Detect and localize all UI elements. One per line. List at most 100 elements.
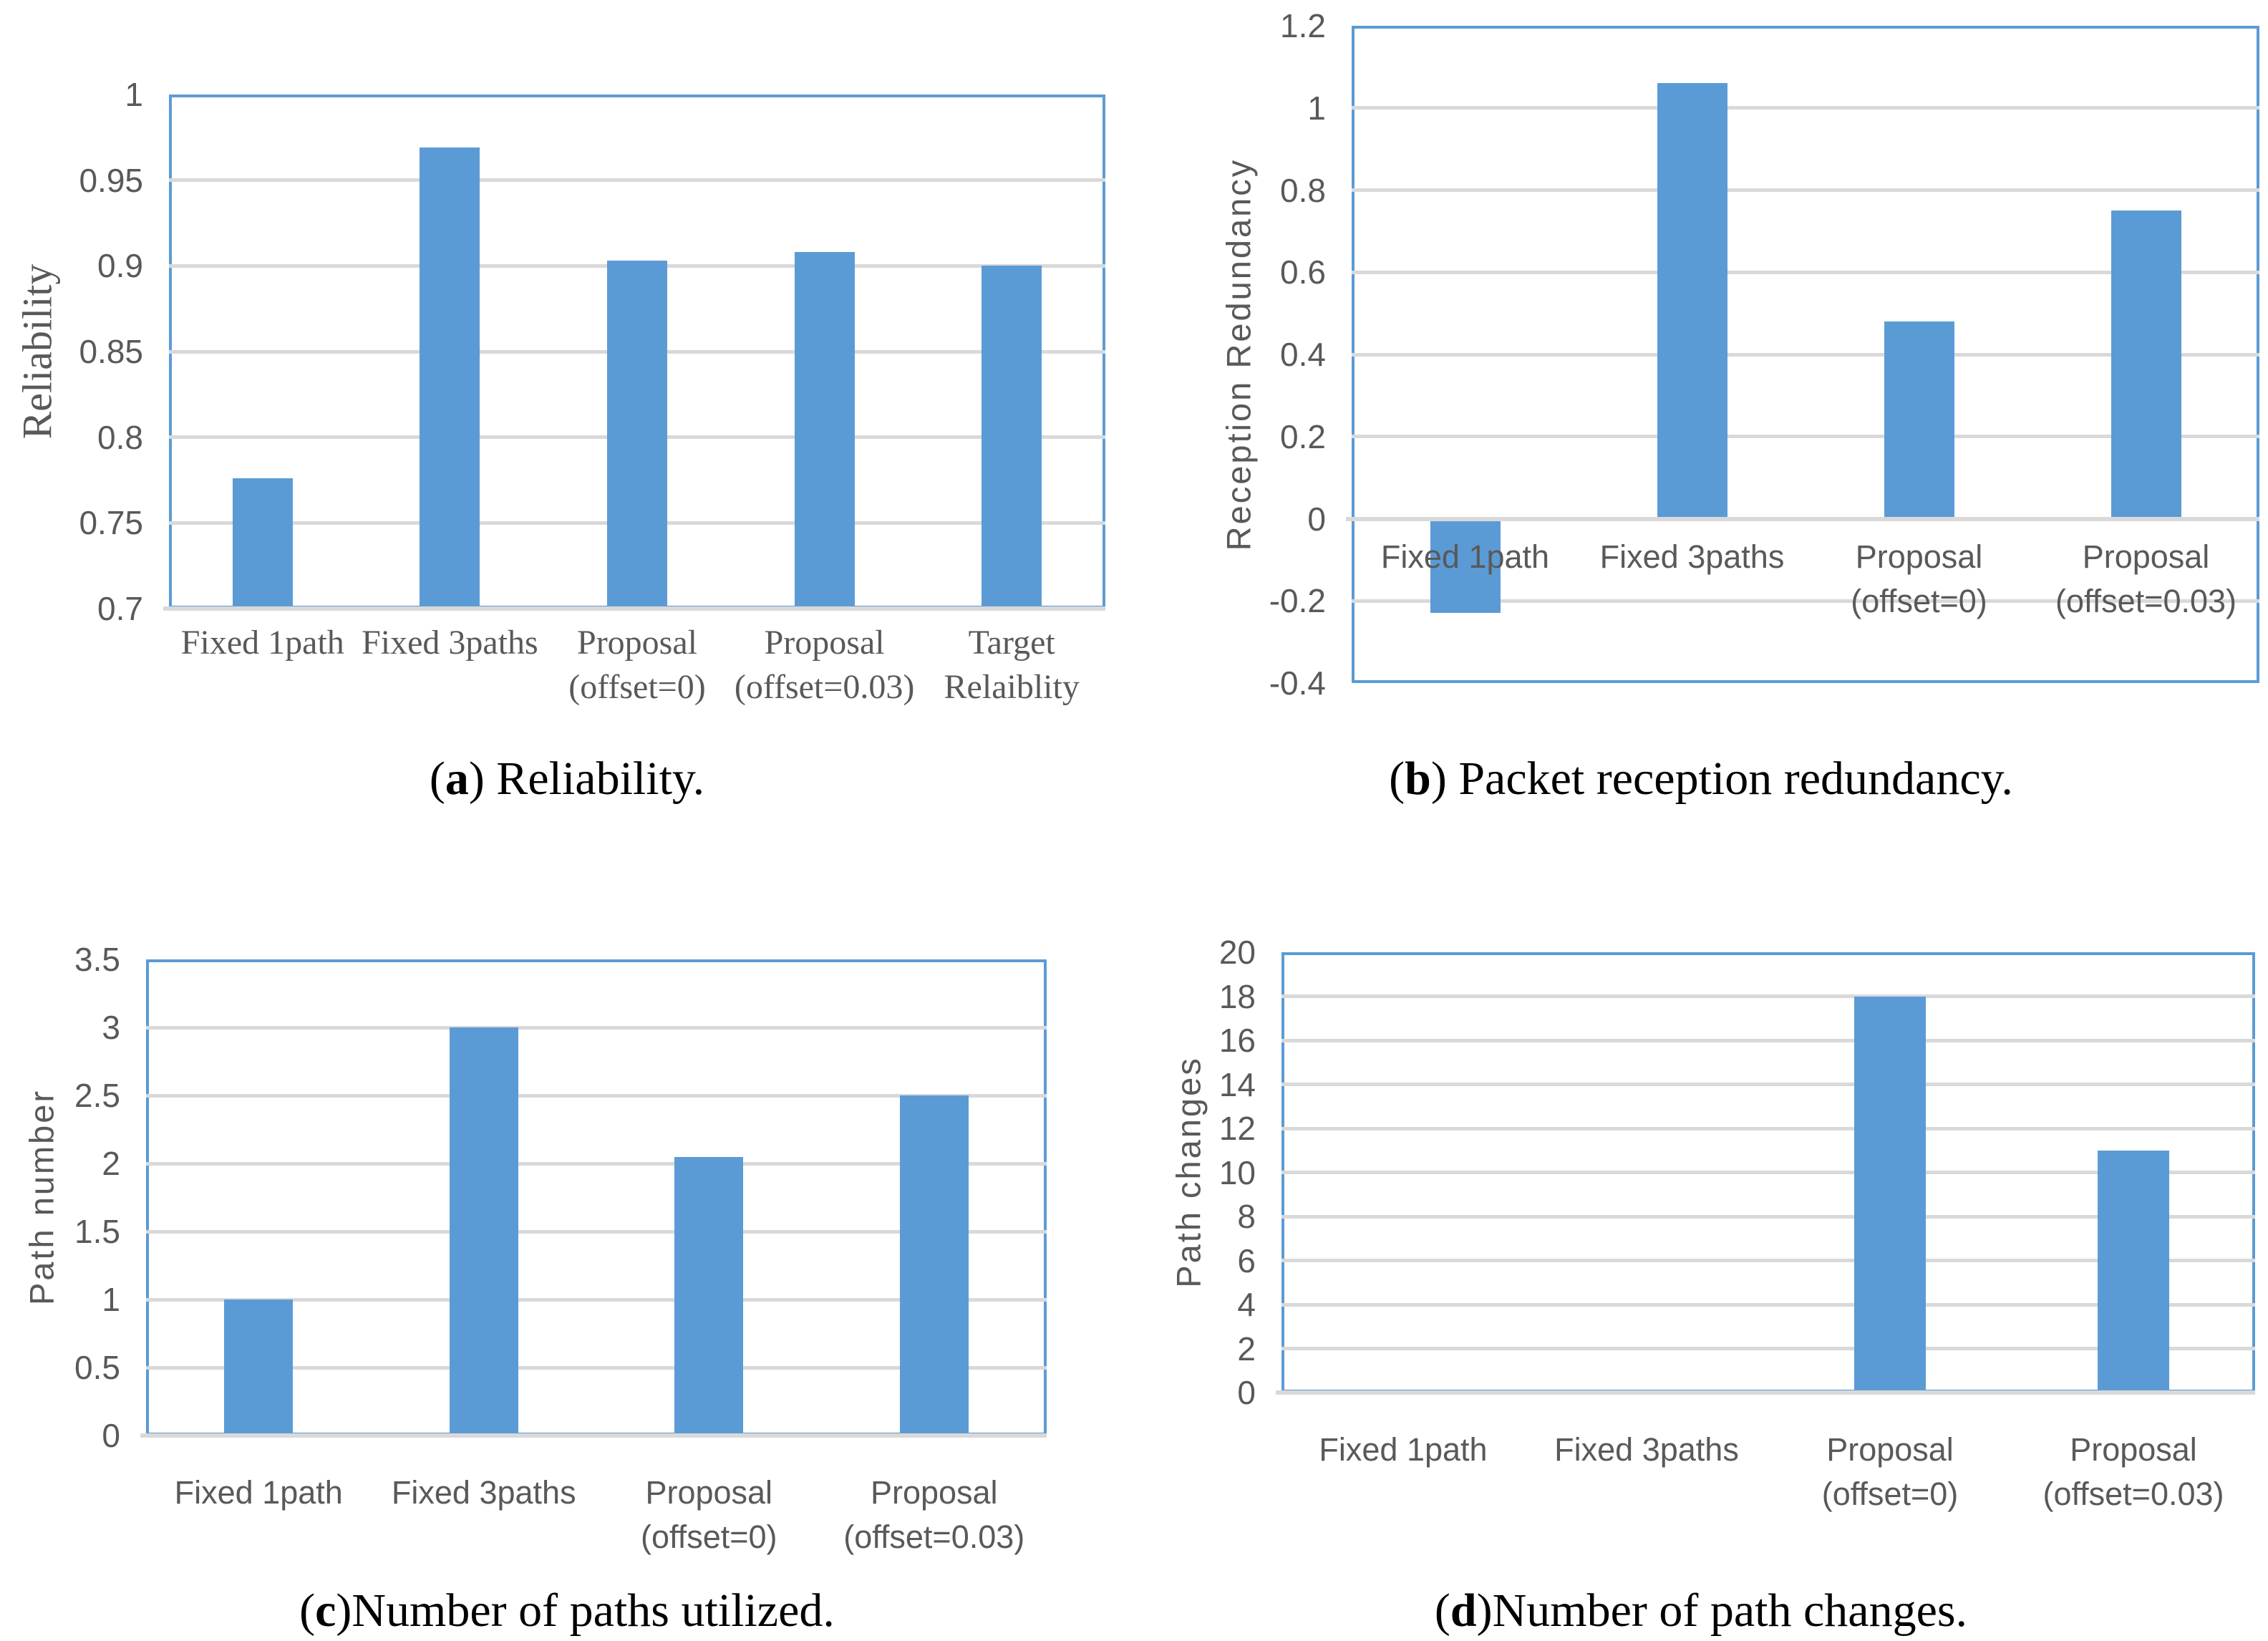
x-category-label: Proposal (offset=0) xyxy=(568,624,706,706)
y-tick-label: 0 xyxy=(1237,1374,1256,1411)
caption-paren-close: ) xyxy=(468,752,485,805)
bar xyxy=(1657,83,1727,519)
x-category-label: Proposal (offset=0) xyxy=(1821,1431,1959,1512)
y-tick-label: 0.4 xyxy=(1280,336,1326,373)
gridline xyxy=(1352,352,2259,357)
caption-text: Packet reception redundancy. xyxy=(1446,752,2013,805)
bar xyxy=(232,478,293,609)
bar xyxy=(1430,518,1501,614)
y-tick-label: 0.6 xyxy=(1280,253,1326,291)
y-tick-label: 4 xyxy=(1237,1286,1256,1323)
gridline xyxy=(1281,1302,2255,1307)
gridline xyxy=(1281,1214,2255,1219)
x-axis-line xyxy=(163,606,1105,611)
caption-paren-open: ( xyxy=(299,1584,316,1637)
y-tick-label: 8 xyxy=(1237,1198,1256,1235)
caption-text: Number of path changes. xyxy=(1492,1584,1968,1637)
x-category-label: Fixed 3paths xyxy=(1554,1431,1739,1468)
y-tick-label: 1.5 xyxy=(74,1213,120,1250)
gridline xyxy=(169,178,1105,183)
plot-area-b: -0.4 -0.2 0 0.2 0.4 0.6 0.8 1 1.2 Fixed 1path Fixe… xyxy=(1134,0,2268,820)
gridline xyxy=(1281,1347,2255,1350)
x-category-label: Fixed 1path xyxy=(174,1474,343,1511)
x-category-label: Fixed 1path xyxy=(1319,1431,1488,1468)
y-tick-label: 10 xyxy=(1218,1153,1256,1191)
plot-area-c: 0 0.5 1 1.5 2 2.5 3 3.5 Fixed 1path Fixed 3paths P… xyxy=(0,820,1134,1641)
x-category-label: Target Relaiblity xyxy=(944,624,1080,706)
bar xyxy=(674,1156,744,1436)
bar xyxy=(224,1299,294,1436)
caption-paren-close: ) xyxy=(1430,752,1447,805)
bar xyxy=(1884,321,1954,519)
x-category-label: Proposal (offset=0.03) xyxy=(843,1474,1025,1555)
gridline xyxy=(146,1161,1047,1166)
caption-paren-open: ( xyxy=(1389,752,1405,805)
bar xyxy=(982,266,1042,609)
plot-area-a: 0.7 0.75 0.8 0.85 0.9 0.95 1 Fixed 1path Fixed 3… xyxy=(0,0,1134,820)
panel-a: 0.7 0.75 0.8 0.85 0.9 0.95 1 Fixed 1path Fixed 3… xyxy=(0,0,1134,820)
y-tick-label: 1 xyxy=(102,1281,120,1318)
gridline xyxy=(1281,1038,2255,1042)
y-tick-label: 3 xyxy=(102,1009,120,1046)
gridline xyxy=(146,1229,1047,1234)
x-category-label: Fixed 1path xyxy=(180,624,344,662)
caption-paren-open: ( xyxy=(429,752,445,805)
y-axis-title-d: Path changes xyxy=(1169,1056,1208,1288)
gridline xyxy=(146,1365,1047,1370)
gridline xyxy=(146,1025,1047,1030)
bar xyxy=(2110,210,2181,519)
x-category-label: Fixed 3paths xyxy=(391,1474,576,1511)
bar xyxy=(420,147,480,609)
caption-paren-close: ) xyxy=(1476,1584,1493,1637)
x-category-label: Proposal (offset=0.03) xyxy=(2042,1431,2224,1512)
gridline xyxy=(146,1093,1047,1098)
panel-caption-a: (a) Reliability. xyxy=(0,750,1134,808)
y-tick-label: 0.9 xyxy=(97,247,143,285)
y-tick-label: 3.5 xyxy=(74,941,120,978)
y-tick-label: 0.95 xyxy=(79,161,143,199)
y-axis-title-c: Path number xyxy=(22,1088,61,1306)
y-axis-title-a: Reliability xyxy=(14,263,61,440)
caption-letter: d xyxy=(1450,1584,1477,1637)
y-tick-label: 6 xyxy=(1237,1241,1256,1279)
y-tick-label: 14 xyxy=(1218,1065,1256,1103)
caption-letter: b xyxy=(1405,752,1431,805)
y-tick-label: 0.85 xyxy=(79,333,143,370)
bar xyxy=(899,1095,969,1436)
caption-letter: c xyxy=(315,1584,336,1637)
panel-c: 0 0.5 1 1.5 2 2.5 3 3.5 Fixed 1path Fixed 3paths P… xyxy=(0,820,1134,1641)
x-category-label: Proposal (offset=0) xyxy=(1851,538,1987,619)
panel-caption-b: (b) Packet reception redundancy. xyxy=(1134,750,2268,808)
gridline xyxy=(146,1297,1047,1302)
y-tick-label: 0.5 xyxy=(74,1349,120,1386)
panel-d: 0 2 4 6 8 10 12 14 16 18 20 Fixed 1path Fixed 3paths… xyxy=(1134,820,2268,1641)
y-tick-label: -0.2 xyxy=(1269,582,1326,620)
gridline xyxy=(1281,1083,2255,1086)
y-tick-label: 1 xyxy=(125,76,143,113)
gridline xyxy=(1352,599,2259,603)
y-tick-label: 1 xyxy=(1307,89,1326,127)
x-category-label: Fixed 3paths xyxy=(1599,538,1785,575)
bar xyxy=(607,261,667,609)
gridline xyxy=(1352,270,2259,274)
y-tick-label: -0.4 xyxy=(1269,664,1326,702)
gridline xyxy=(1352,188,2259,192)
caption-letter: a xyxy=(445,752,469,805)
y-tick-label: 2.5 xyxy=(74,1077,120,1114)
gridline xyxy=(1281,1126,2255,1131)
y-tick-label: 0 xyxy=(1307,500,1326,538)
x-category-label: Proposal (offset=0) xyxy=(640,1474,777,1555)
panel-caption-c: (c)Number of paths utilized. xyxy=(0,1582,1134,1640)
gridline xyxy=(1281,1259,2255,1262)
y-tick-label: 0 xyxy=(102,1417,120,1454)
caption-text: Number of paths utilized. xyxy=(352,1584,835,1637)
gridline xyxy=(1281,994,2255,998)
bar xyxy=(2098,1150,2169,1393)
x-axis-line xyxy=(140,1433,1047,1438)
y-tick-label: 2 xyxy=(1237,1330,1256,1368)
caption-text: Reliability. xyxy=(484,752,705,805)
x-category-label: Fixed 1path xyxy=(1380,538,1550,575)
y-tick-label: 1.2 xyxy=(1280,7,1326,44)
panel-caption-d: (d)Number of path changes. xyxy=(1134,1582,2268,1640)
